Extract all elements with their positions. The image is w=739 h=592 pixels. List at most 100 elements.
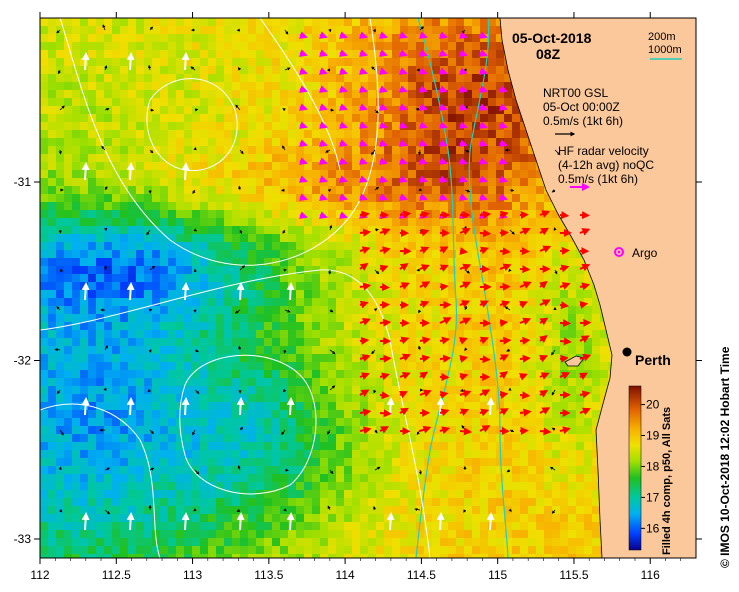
raster-cell [512,138,520,146]
raster-cell [96,530,104,538]
raster-cell [80,250,88,258]
raster-cell [48,82,56,90]
raster-cell [272,290,280,298]
raster-cell [264,362,272,370]
raster-cell [344,106,352,114]
raster-cell [176,330,184,338]
raster-cell [312,346,320,354]
raster-cell [40,242,48,250]
raster-cell [440,546,448,554]
raster-cell [536,306,544,314]
raster-cell [472,402,480,410]
raster-cell [392,314,400,322]
raster-cell [600,330,608,338]
raster-cell [472,370,480,378]
raster-cell [48,154,56,162]
raster-cell [288,386,296,394]
raster-cell [240,250,248,258]
velocity-arrow [193,146,197,151]
raster-cell [512,434,520,442]
raster-cell [368,386,376,394]
raster-cell [136,186,144,194]
raster-cell [192,130,200,138]
raster-cell [288,482,296,490]
raster-cell [336,314,344,322]
raster-cell [96,146,104,154]
raster-cell [240,338,248,346]
raster-cell [520,338,528,346]
raster-cell [248,370,256,378]
raster-cell [216,234,224,242]
raster-cell [144,162,152,170]
raster-cell [224,122,232,130]
raster-cell [480,458,488,466]
raster-cell [88,106,96,114]
raster-cell [368,442,376,450]
raster-cell [120,202,128,210]
raster-cell [248,58,256,66]
raster-cell [456,514,464,522]
raster-cell [496,554,504,558]
raster-cell [288,506,296,514]
raster-cell [256,314,264,322]
raster-cell [296,114,304,122]
raster-cell [200,154,208,162]
raster-cell [520,474,528,482]
raster-cell [72,194,80,202]
raster-cell [240,194,248,202]
raster-cell [536,402,544,410]
raster-cell [232,170,240,178]
raster-cell [336,186,344,194]
raster-cell [528,466,536,474]
raster-cell [536,498,544,506]
raster-cell [296,402,304,410]
raster-cell [392,226,400,234]
raster-cell [584,530,592,538]
raster-cell [432,330,440,338]
raster-cell [88,402,96,410]
raster-cell [168,82,176,90]
raster-cell [592,498,600,506]
raster-cell [424,514,432,522]
raster-cell [496,42,504,50]
raster-cell [432,202,440,210]
raster-cell [216,170,224,178]
raster-cell [384,130,392,138]
raster-cell [336,282,344,290]
raster-cell [528,370,536,378]
raster-cell [160,274,168,282]
raster-cell [488,138,496,146]
raster-cell [280,282,288,290]
raster-cell [488,322,496,330]
raster-cell [360,42,368,50]
raster-cell [552,346,560,354]
raster-cell [304,418,312,426]
raster-cell [120,50,128,58]
raster-cell [488,266,496,274]
raster-cell [536,242,544,250]
raster-cell [168,298,176,306]
raster-cell [280,298,288,306]
raster-cell [112,354,120,362]
raster-cell [328,42,336,50]
raster-cell [432,538,440,546]
raster-cell [520,482,528,490]
raster-cell [40,386,48,394]
raster-cell [528,194,536,202]
raster-cell [424,146,432,154]
raster-cell [136,74,144,82]
raster-cell [312,554,320,558]
raster-cell [472,546,480,554]
raster-cell [200,458,208,466]
raster-cell [408,434,416,442]
raster-cell [496,234,504,242]
raster-cell [464,394,472,402]
raster-cell [200,362,208,370]
raster-cell [216,386,224,394]
raster-cell [224,18,232,26]
raster-cell [416,418,424,426]
raster-cell [424,402,432,410]
raster-cell [288,474,296,482]
raster-cell [136,170,144,178]
raster-cell [304,322,312,330]
